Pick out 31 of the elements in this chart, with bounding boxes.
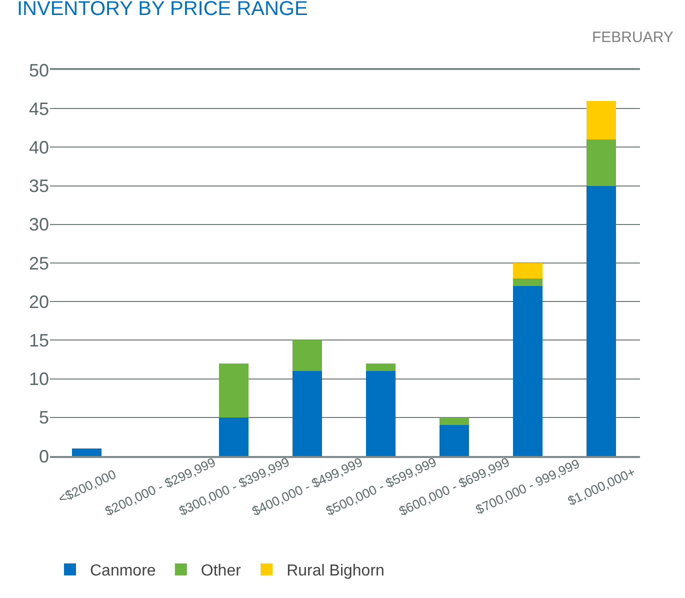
bar bbox=[219, 363, 248, 418]
y-tick-label: 35 bbox=[28, 176, 49, 196]
y-tick-label: 30 bbox=[28, 214, 49, 235]
bar bbox=[292, 340, 322, 372]
bar bbox=[512, 278, 542, 286]
y-tick-label: 5 bbox=[38, 408, 49, 428]
legend-label: Canmore bbox=[90, 562, 156, 580]
bar bbox=[439, 425, 469, 456]
bar bbox=[586, 139, 616, 186]
chart-title: INVENTORY BY PRICE RANGE bbox=[17, 0, 308, 20]
y-tick-label: 25 bbox=[28, 253, 49, 274]
bar bbox=[512, 263, 542, 278]
bar bbox=[219, 417, 248, 456]
bar bbox=[366, 371, 396, 456]
bar bbox=[512, 286, 542, 456]
bar bbox=[366, 363, 396, 372]
legend-label: Rural Bighorn bbox=[286, 562, 384, 580]
chart-subtitle: FEBRUARY bbox=[592, 29, 674, 46]
y-tick-label: 15 bbox=[28, 330, 49, 350]
y-tick-label: 0 bbox=[38, 446, 49, 466]
y-tick-label: 40 bbox=[28, 138, 49, 158]
bar bbox=[72, 448, 102, 456]
bar bbox=[586, 100, 616, 140]
bar bbox=[292, 371, 322, 456]
y-tick-label: 10 bbox=[28, 369, 49, 390]
y-tick-label: 45 bbox=[28, 98, 49, 119]
bar bbox=[586, 186, 616, 456]
y-tick-label: 50 bbox=[28, 60, 49, 80]
legend-label: Other bbox=[200, 562, 242, 580]
bar bbox=[439, 417, 469, 426]
y-tick-label: 20 bbox=[28, 292, 49, 312]
